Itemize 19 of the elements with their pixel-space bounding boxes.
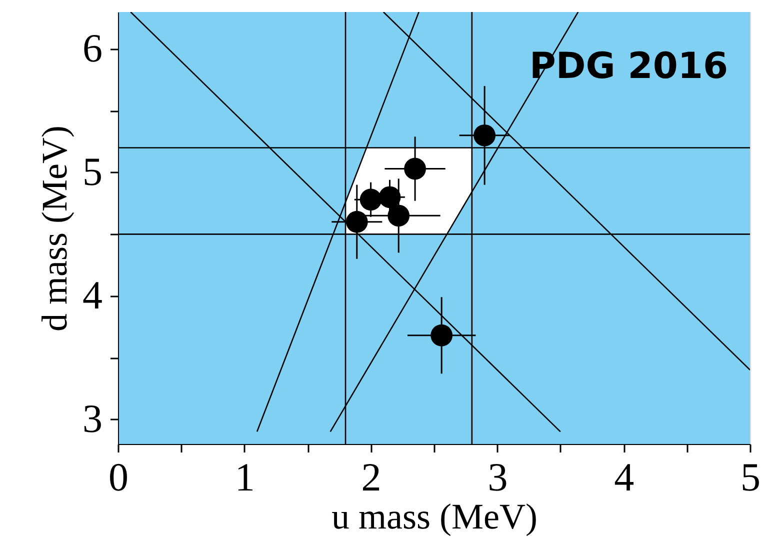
point [378, 186, 401, 208]
x-tick-label: 1 [234, 454, 255, 500]
point [404, 158, 426, 180]
x-tick-label: 2 [361, 454, 382, 500]
y-axis-title: d mass (MeV) [34, 126, 74, 332]
y-tick-label: 3 [82, 396, 102, 441]
point [474, 124, 496, 146]
y-tick-label: 5 [82, 148, 102, 194]
x-axis-title: u mass (MeV) [332, 496, 538, 536]
x-tick-label: 5 [740, 454, 760, 500]
point [346, 210, 368, 233]
point [360, 188, 382, 211]
point [388, 204, 410, 227]
x-tick-label: 4 [614, 454, 634, 500]
x-tick-label: 0 [108, 454, 128, 500]
point [430, 324, 453, 346]
x-tick-label: 3 [488, 454, 508, 500]
y-tick-label: 4 [82, 272, 102, 318]
y-tick-label: 6 [82, 26, 102, 71]
